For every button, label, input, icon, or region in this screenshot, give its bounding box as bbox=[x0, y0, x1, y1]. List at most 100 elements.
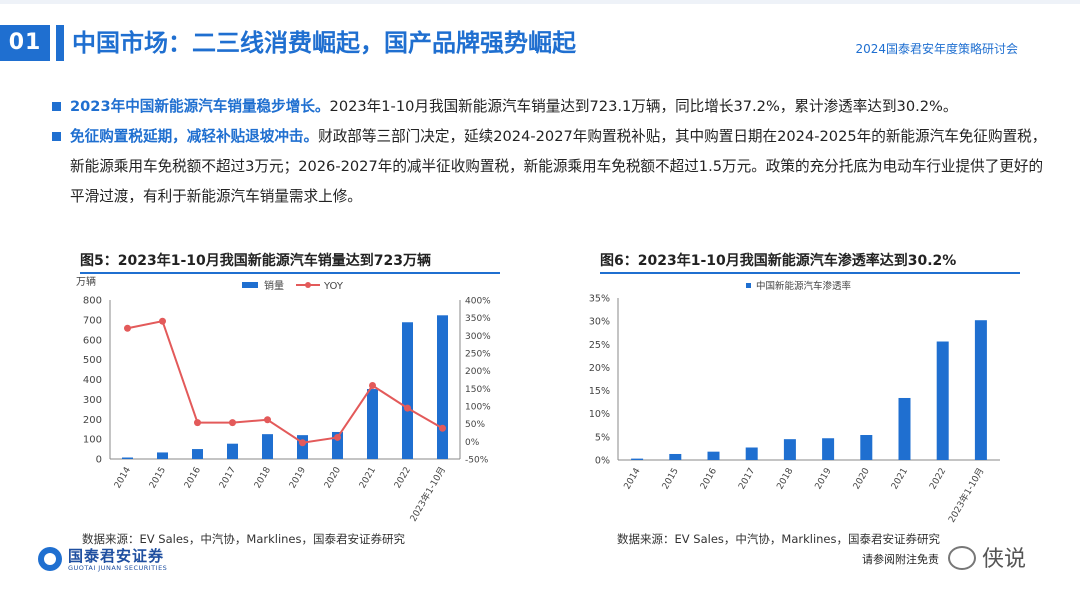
chart2-legend-label: 中国新能源汽车渗透率 bbox=[756, 280, 852, 292]
watermark: 侠说 bbox=[948, 541, 1026, 573]
chart2-y-tick-label: 15% bbox=[589, 386, 610, 397]
chart2-bar bbox=[860, 435, 873, 460]
chart1-y-tick-label: 100 bbox=[83, 435, 102, 446]
chart1-y2-tick-label: 200% bbox=[465, 367, 491, 377]
event-name: 2024国泰君安年度策略研讨会 bbox=[855, 42, 1018, 56]
chart1-y2-tick-label: 300% bbox=[465, 332, 491, 342]
chart1-y-tick-label: 500 bbox=[83, 355, 102, 366]
chart2-bar bbox=[936, 341, 949, 460]
chart2-y-tick-label: 10% bbox=[589, 409, 610, 420]
title-accent-bar bbox=[56, 25, 64, 61]
bullet-item: 2023年中国新能源汽车销量稳步增长。2023年1-10月我国新能源汽车销量达到… bbox=[52, 92, 1052, 122]
chart2-y-tick-label: 35% bbox=[589, 294, 610, 305]
watermark-text: 侠说 bbox=[982, 547, 1027, 572]
chart1-y-tick-label: 800 bbox=[83, 296, 102, 307]
chart1-yoy-point bbox=[404, 404, 411, 412]
chart2-bar bbox=[669, 453, 682, 460]
bullet-item: 免征购置税延期，减轻补贴退坡冲击。财政部等三部门决定，延续2024-2027年购… bbox=[52, 122, 1052, 212]
bullet-square-icon bbox=[52, 102, 61, 111]
chart2-title: 图6：2023年1-10月我国新能源汽车渗透率达到30.2% bbox=[600, 253, 957, 269]
chart1-y-tick-label: 300 bbox=[83, 395, 102, 406]
top-rule bbox=[0, 0, 1080, 4]
chart1-yoy-point bbox=[159, 317, 166, 325]
chart1-yoy-point bbox=[369, 382, 376, 390]
chart2-x-tick-label: 2019 bbox=[814, 466, 834, 491]
chart1-yoy-point bbox=[264, 416, 271, 424]
chart2-penetration: 0% 5% 10% 15% 20% 25% 30% 35% 2014 2015 2016 2017 20… bbox=[589, 280, 1000, 525]
chart2-x-tick-label: 2015 bbox=[661, 467, 681, 492]
chart2-y-tick-label: 5% bbox=[595, 432, 610, 443]
chart1-source: 数据来源：EV Sales，中汽协，Marklines，国泰君安证券研究 bbox=[82, 532, 405, 546]
bullet-square-icon bbox=[52, 132, 61, 141]
chart1-yoy-point bbox=[299, 439, 306, 447]
chart1-yoy-point bbox=[229, 419, 236, 427]
chart2-y-tick-label: 20% bbox=[589, 363, 610, 374]
chart1-y2-tick-label: 400% bbox=[465, 297, 491, 307]
disclaimer: 请参阅附注免责 bbox=[862, 553, 939, 566]
chart1-yoy-point bbox=[439, 424, 446, 432]
chart1-bar bbox=[122, 457, 133, 459]
chart1-bar bbox=[227, 443, 238, 459]
chart2-bar bbox=[745, 447, 758, 460]
chart1-bar bbox=[262, 434, 273, 459]
chart2-x-tick-label: 2016 bbox=[699, 466, 719, 491]
chart1-x-tick-label: 2019 bbox=[288, 465, 308, 490]
chart1-yoy-point bbox=[124, 324, 131, 332]
chart1-yoy-point bbox=[334, 433, 341, 441]
chart1-title: 图5：2023年1-10月我国新能源汽车销量达到723万辆 bbox=[80, 253, 431, 269]
chart1-legend-line-marker bbox=[305, 282, 311, 288]
chart2-x-tick-label: 2021 bbox=[890, 467, 910, 492]
chart2-x-tick-label: 2020 bbox=[852, 466, 872, 491]
chart1-y-tick-label: 0 bbox=[96, 455, 102, 466]
chart1-x-tick-label: 2015 bbox=[148, 466, 168, 491]
chart2-title-rule bbox=[600, 272, 1020, 274]
chart1-x-tick-label: 2021 bbox=[358, 466, 378, 491]
chart1-y2-tick-label: 0% bbox=[465, 438, 480, 448]
chart2-x-tick-label: 2023年1-10月 bbox=[945, 466, 986, 525]
chart1-x-tick-label: 2020 bbox=[323, 465, 343, 490]
chart2-bar bbox=[631, 458, 644, 460]
bullet-text: 财政部等三部门决定，延续2024-2027年购置税补贴，其中购置日期在2024-… bbox=[70, 128, 1047, 205]
chart1-x-tick-label: 2018 bbox=[253, 465, 273, 490]
chart1-x-tick-label: 2017 bbox=[218, 466, 238, 491]
chart1-legend-bar-label: 销量 bbox=[264, 279, 284, 292]
chart1-y2-tick-label: 150% bbox=[465, 385, 491, 395]
page-title: 中国市场：二三线消费崛起，国产品牌强势崛起 bbox=[72, 29, 576, 57]
bullet-lead: 免征购置税延期，减轻补贴退坡冲击。 bbox=[70, 128, 319, 145]
chart2-x-tick-label: 2017 bbox=[737, 467, 757, 492]
chart1-y2-tick-label: 350% bbox=[465, 314, 491, 324]
chart1-x-tick-label: 2023年1-10月 bbox=[407, 465, 448, 524]
chart2-x-tick-label: 2018 bbox=[775, 466, 795, 491]
chart2-bar bbox=[822, 438, 835, 460]
bullet-list: 2023年中国新能源汽车销量稳步增长。2023年1-10月我国新能源汽车销量达到… bbox=[52, 92, 1052, 212]
bullet-text: 2023年1-10月我国新能源汽车销量达到723.1万辆，同比增长37.2%，累… bbox=[329, 98, 958, 115]
chart1-bar bbox=[297, 435, 308, 459]
chart1-y2-tick-label: 250% bbox=[465, 350, 491, 360]
chart1-x-tick-label: 2014 bbox=[113, 465, 133, 490]
chart1-y2-tick-label: 100% bbox=[465, 403, 491, 413]
chart1-bar bbox=[157, 452, 168, 459]
bullet-lead: 2023年中国新能源汽车销量稳步增长。 bbox=[70, 98, 330, 115]
chart1-legend-line-label: YOY bbox=[323, 281, 344, 292]
wechat-icon bbox=[948, 546, 976, 570]
chart2-bar bbox=[707, 451, 720, 460]
chart1-bar bbox=[437, 315, 448, 459]
chart1-sales-yoy: 万辆 0 100 200 300 400 500 600 700 800 -50% 0% 50% 100%… bbox=[76, 275, 491, 524]
chart2-y-tick-label: 0% bbox=[595, 456, 610, 467]
chart1-x-tick-label: 2016 bbox=[183, 465, 203, 490]
chart2-bar bbox=[974, 320, 987, 460]
chart1-bar bbox=[402, 322, 413, 459]
chart1-y-tick-label: 600 bbox=[83, 335, 102, 346]
logo-mark-icon bbox=[38, 547, 62, 571]
chart2-bar bbox=[783, 439, 796, 460]
chart1-title-rule bbox=[80, 272, 500, 274]
chart2-source: 数据来源：EV Sales，中汽协，Marklines，国泰君安证券研究 bbox=[617, 532, 940, 546]
chart2-y-tick-label: 25% bbox=[589, 340, 610, 351]
chart1-legend-bar-swatch bbox=[242, 282, 258, 288]
section-number: 01 bbox=[0, 25, 50, 61]
chart1-bar bbox=[192, 449, 203, 459]
chart1-y2-tick-label: 50% bbox=[465, 420, 485, 430]
chart1-x-tick-label: 2022 bbox=[393, 466, 413, 491]
chart1-y-tick-label: 400 bbox=[83, 375, 102, 386]
chart1-bar bbox=[332, 431, 343, 459]
